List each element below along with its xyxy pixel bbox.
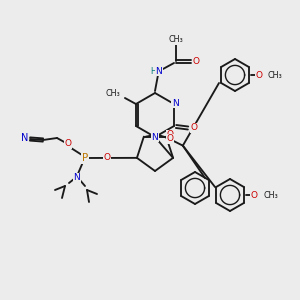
Text: O: O xyxy=(64,140,71,148)
Text: P: P xyxy=(82,153,88,163)
Text: O: O xyxy=(190,124,198,133)
Text: O: O xyxy=(103,153,110,162)
Text: CH₃: CH₃ xyxy=(105,88,120,98)
Text: CH₃: CH₃ xyxy=(169,35,183,44)
Text: O: O xyxy=(166,134,173,143)
Text: CH₃: CH₃ xyxy=(268,70,283,80)
Text: N: N xyxy=(74,173,80,182)
Text: O: O xyxy=(193,56,200,65)
Text: O: O xyxy=(167,130,174,139)
Text: N: N xyxy=(172,98,178,107)
Text: CH₃: CH₃ xyxy=(263,190,278,200)
Text: O: O xyxy=(256,70,262,80)
Text: O: O xyxy=(250,190,257,200)
Text: N: N xyxy=(152,133,158,142)
Text: N: N xyxy=(21,133,29,143)
Text: N: N xyxy=(156,67,162,76)
Text: H: H xyxy=(150,67,156,76)
